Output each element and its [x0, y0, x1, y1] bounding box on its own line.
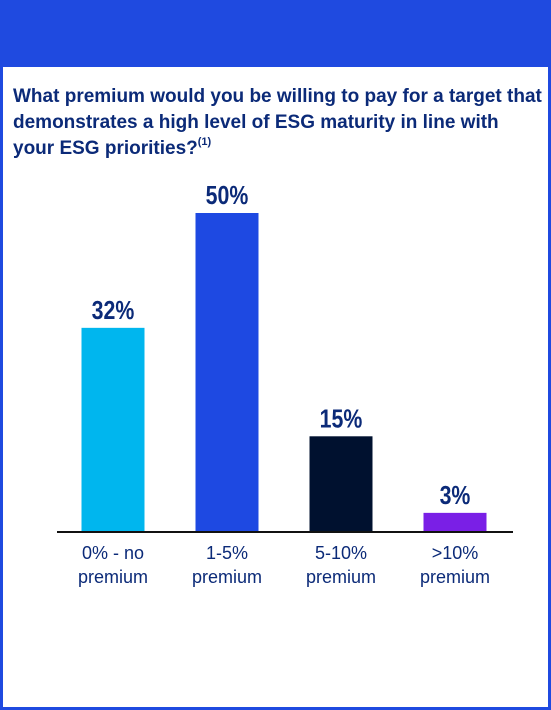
x-tick-label-line: premium	[191, 567, 262, 587]
x-tick-label-3: 5-10% premium	[286, 541, 396, 589]
value-labels-group: 32% 50% 15% 3%	[92, 181, 471, 510]
x-tick-label-line: 1-5%	[205, 543, 249, 563]
value-label-1: 32%	[92, 296, 135, 326]
header-band	[0, 0, 551, 67]
chart-title: What premium would you be willing to pay…	[13, 84, 543, 162]
bar-3	[309, 436, 373, 532]
x-tick-label-line: premium	[77, 567, 148, 587]
value-label-4: 3%	[440, 481, 471, 511]
footnote-marker: (1)	[197, 135, 212, 148]
value-label-2: 50%	[206, 181, 249, 211]
chart-question: What premium would you be willing to pay…	[13, 86, 542, 159]
x-tick-label-line: 0% - no	[81, 543, 145, 563]
x-tick-label-2: 1-5% premium	[172, 541, 282, 589]
bar-4	[423, 512, 487, 532]
x-tick-label-1: 0% - no premium	[58, 541, 168, 589]
bars-group	[81, 213, 487, 532]
x-tick-label-line: >10%	[431, 543, 479, 563]
x-tick-label-line: premium	[419, 567, 490, 587]
bar-2	[195, 213, 259, 532]
bar-1	[81, 327, 145, 532]
x-tick-label-line: 5-10%	[314, 543, 368, 563]
value-label-3: 15%	[320, 404, 363, 434]
x-tick-label-line: premium	[305, 567, 376, 587]
x-tick-label-4: >10% premium	[400, 541, 510, 589]
